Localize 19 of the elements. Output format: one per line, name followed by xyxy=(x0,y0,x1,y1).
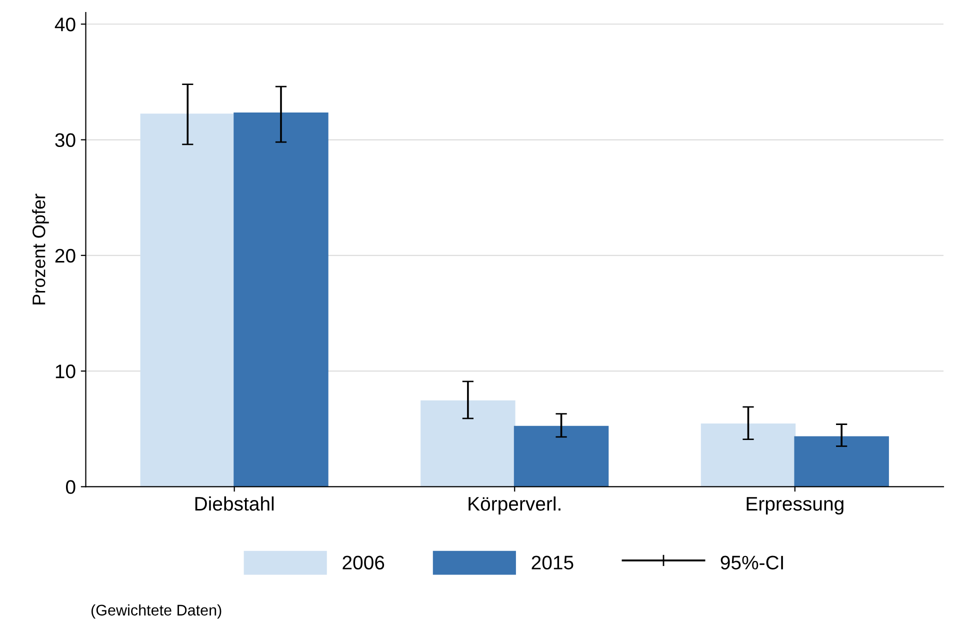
legend-label: 2015 xyxy=(532,556,574,570)
bar xyxy=(140,114,236,487)
bar xyxy=(794,436,889,487)
y-tick-label: 0 xyxy=(66,480,76,494)
text: (Gewichtete Daten) xyxy=(91,604,222,619)
y-tick-label: 40 xyxy=(54,18,76,32)
bar xyxy=(700,424,796,487)
y-tick-label: 30 xyxy=(55,133,76,148)
text: 95%-CI xyxy=(720,556,783,570)
bar xyxy=(234,112,328,487)
bar xyxy=(514,426,609,487)
bar xyxy=(420,400,516,487)
y-tick-label: 10 xyxy=(56,364,76,378)
x-tick-label: Erpressung xyxy=(746,497,844,515)
y-tick-label: 20 xyxy=(55,248,76,263)
x-tick-label: Körperverl. xyxy=(468,496,560,515)
legend-label: 2006 xyxy=(342,556,384,570)
y-axis-title: Prozent Opfer xyxy=(32,194,49,304)
x-tick-label: Diebstahl xyxy=(195,496,274,511)
